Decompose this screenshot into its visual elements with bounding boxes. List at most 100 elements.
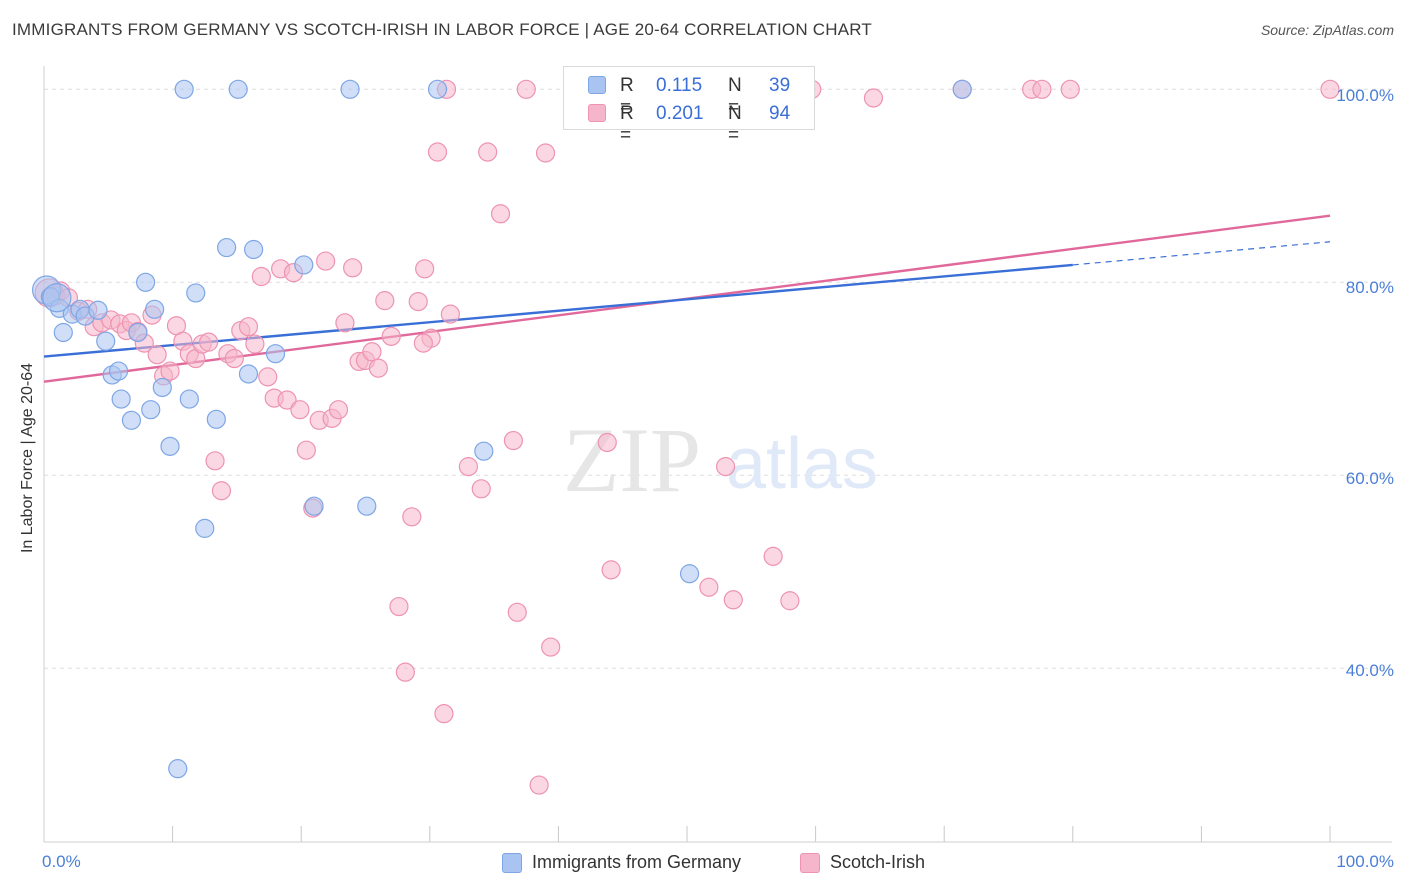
point-germany	[174, 79, 194, 99]
point-scotch-irish	[328, 400, 349, 420]
point-scotch-irish	[723, 590, 743, 610]
point-scotch-irish	[413, 333, 433, 353]
legend-swatch-scotch-irish-icon	[800, 853, 820, 873]
point-germany	[179, 389, 199, 409]
point-scotch-irish	[224, 348, 244, 369]
point-germany	[160, 436, 180, 456]
series-immigrants-from-germany	[31, 79, 972, 779]
point-germany	[217, 237, 237, 258]
point-germany	[294, 255, 314, 275]
point-scotch-irish	[503, 430, 523, 451]
point-scotch-irish	[199, 332, 219, 352]
trend-line-germany-extrapolated	[1072, 241, 1331, 266]
point-scotch-irish	[362, 342, 382, 362]
point-germany	[952, 79, 972, 99]
n-value: 94	[769, 103, 791, 124]
point-germany	[357, 496, 377, 516]
point-germany	[244, 239, 264, 260]
point-germany	[108, 361, 129, 381]
point-germany	[141, 400, 161, 420]
point-scotch-irish	[160, 361, 180, 381]
point-scotch-irish	[863, 88, 884, 108]
point-germany	[228, 79, 248, 99]
r-label: R =	[620, 103, 634, 146]
r-value: 0.201	[656, 103, 704, 124]
point-scotch-irish	[478, 142, 498, 162]
point-scotch-irish	[205, 451, 225, 471]
watermark-zip: ZIP	[563, 409, 701, 511]
x-tick-label-max: 100.0%	[1336, 852, 1394, 871]
point-scotch-irish	[780, 591, 800, 611]
point-germany	[304, 496, 324, 516]
point-scotch-irish	[245, 334, 265, 354]
point-scotch-irish	[368, 358, 388, 378]
point-germany	[88, 300, 108, 320]
point-germany	[238, 364, 259, 384]
point-scotch-irish	[381, 326, 401, 346]
point-scotch-irish	[529, 775, 549, 795]
point-scotch-irish	[389, 596, 409, 617]
legend-label-germany: Immigrants from Germany	[532, 852, 742, 872]
point-scotch-irish	[601, 560, 621, 580]
point-scotch-irish	[1060, 79, 1080, 99]
legend-swatch-germany-icon	[502, 853, 522, 873]
axes	[43, 66, 1392, 843]
point-scotch-irish	[258, 367, 278, 387]
point-scotch-irish	[1032, 79, 1052, 99]
point-germany	[340, 79, 360, 99]
point-scotch-irish	[434, 704, 454, 724]
n-label: N =	[728, 103, 742, 146]
y-tick-label-80: 80.0%	[1345, 278, 1394, 297]
point-scotch-irish	[440, 304, 460, 324]
point-scotch-irish	[699, 577, 719, 597]
point-scotch-irish	[507, 602, 527, 622]
point-scotch-irish	[147, 345, 167, 365]
swatch-scotch-irish-icon	[588, 104, 606, 122]
point-germany	[168, 759, 188, 779]
point-germany	[265, 344, 286, 364]
legend-label-scotch-irish: Scotch-Irish	[830, 852, 926, 872]
point-scotch-irish	[343, 258, 363, 278]
point-scotch-irish	[458, 457, 478, 477]
point-scotch-irish	[490, 204, 511, 224]
point-scotch-irish	[763, 546, 783, 566]
point-germany	[53, 322, 73, 343]
point-scotch-irish	[415, 259, 435, 279]
point-scotch-irish	[427, 142, 448, 162]
point-scotch-irish	[211, 481, 232, 501]
point-scotch-irish	[715, 457, 736, 477]
point-scotch-irish	[402, 507, 422, 527]
n-label: N =	[728, 75, 742, 118]
point-scotch-irish	[395, 662, 415, 682]
point-germany	[152, 377, 172, 398]
point-scotch-irish	[1320, 79, 1340, 99]
point-germany	[195, 518, 215, 538]
point-scotch-irish	[277, 390, 297, 410]
watermark-atlas: atlas	[726, 424, 878, 504]
point-germany	[121, 410, 142, 430]
point-germany	[135, 272, 156, 292]
y-tick-label-40: 40.0%	[1345, 661, 1394, 680]
y-tick-label-100: 100.0%	[1336, 86, 1394, 105]
point-germany	[128, 322, 148, 343]
point-germany	[427, 79, 448, 99]
point-scotch-irish	[516, 79, 536, 99]
point-germany	[679, 564, 700, 584]
point-germany	[111, 389, 131, 409]
x-tick-label-min: 0.0%	[42, 852, 81, 871]
point-scotch-irish	[471, 479, 491, 499]
point-scotch-irish	[238, 317, 259, 337]
y-axis-label: In Labor Force | Age 20-64	[19, 362, 36, 554]
point-scotch-irish	[597, 432, 617, 453]
source-credit: Source: ZipAtlas.com	[1260, 22, 1394, 38]
point-germany	[96, 331, 116, 351]
stats-legend: R = 0.115 N = 39 R = 0.201 N = 94	[563, 66, 815, 146]
chart-title: IMMIGRANTS FROM GERMANY VS SCOTCH-IRISH …	[12, 20, 873, 39]
point-scotch-irish	[541, 637, 561, 657]
point-scotch-irish	[375, 291, 395, 311]
swatch-germany-icon	[588, 76, 606, 94]
r-value: 0.115	[656, 75, 703, 96]
point-scotch-irish	[290, 400, 310, 420]
point-scotch-irish	[296, 440, 316, 460]
